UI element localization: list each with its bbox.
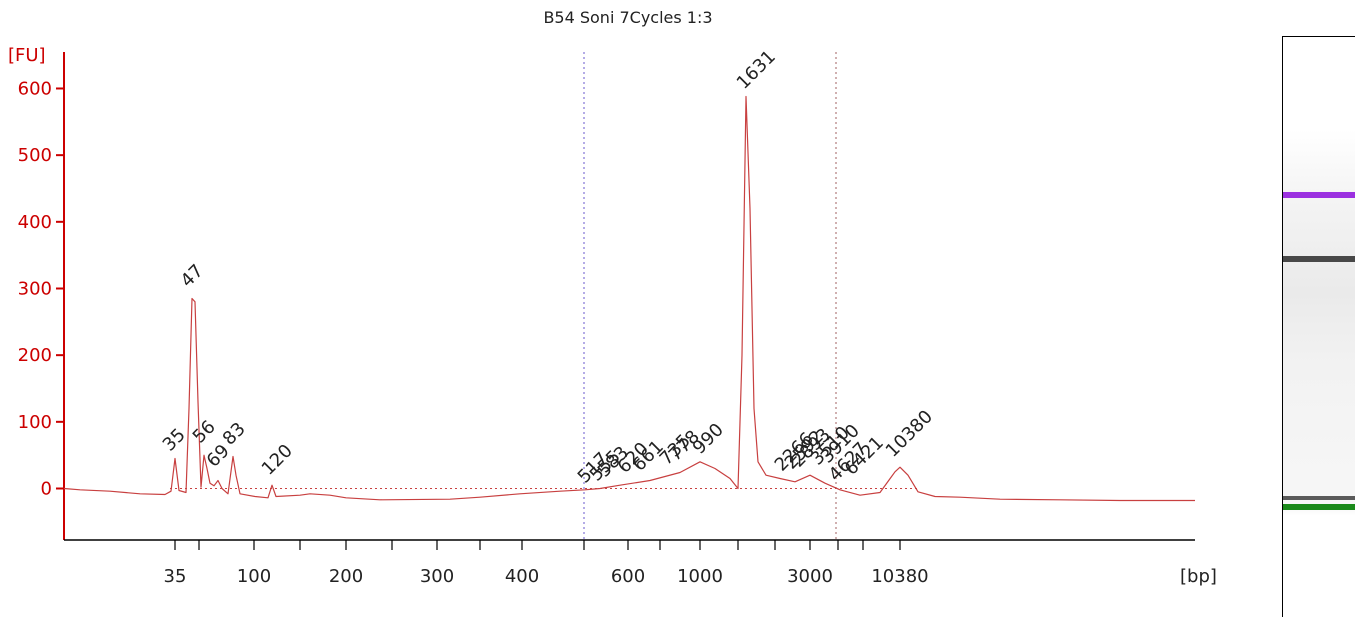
y-tick-label: 600 — [18, 78, 52, 99]
x-axis-label: [bp] — [1180, 566, 1217, 587]
chart-title: B54 Soni 7Cycles 1:3 — [543, 8, 712, 27]
trace — [63, 95, 1195, 502]
y-tick-label: 100 — [18, 412, 52, 433]
y-tick-label: 0 — [41, 479, 52, 500]
peak-label: 10380 — [882, 406, 937, 461]
peak-label: 47 — [177, 260, 208, 291]
x-tick-label: 35 — [164, 566, 187, 587]
trace-line — [63, 95, 1195, 502]
peak-label: 83 — [219, 418, 250, 449]
peak-label: 35 — [159, 424, 190, 455]
x-tick-label: 10380 — [871, 566, 928, 587]
x-tick-label: 1000 — [677, 566, 723, 587]
main-band — [1283, 256, 1355, 262]
lower-marker-band — [1283, 504, 1355, 510]
y-axis-label: [FU] — [8, 45, 46, 66]
x-tick-label: 100 — [237, 566, 271, 587]
x-tick-label: 400 — [505, 566, 539, 587]
peak-label: 120 — [258, 440, 297, 479]
electropherogram-chart: B54 Soni 7Cycles 1:3 [FU] [bp] 0 100 200 30… — [8, 8, 1217, 587]
x-tick-label: 200 — [329, 566, 363, 587]
upper-marker-band — [1283, 192, 1355, 198]
gel-lane — [1282, 36, 1355, 617]
x-tick-label: 600 — [611, 566, 645, 587]
y-tick-label: 500 — [18, 145, 52, 166]
y-axis: 0 100 200 300 400 500 600 — [18, 52, 65, 540]
peak-label: 56 — [189, 416, 220, 447]
peak-label: 1631 — [733, 46, 780, 93]
y-tick-label: 200 — [18, 345, 52, 366]
sample-band — [1283, 496, 1355, 500]
x-axis: 35 100 200 300 400 600 1000 3000 10380 — [64, 539, 1195, 587]
x-tick-label: 300 — [420, 566, 454, 587]
x-tick-label: 3000 — [787, 566, 833, 587]
peak-label: 990 — [689, 419, 728, 458]
region-guides — [170, 52, 920, 540]
y-tick-label: 400 — [18, 212, 52, 233]
y-tick-label: 300 — [18, 278, 52, 299]
